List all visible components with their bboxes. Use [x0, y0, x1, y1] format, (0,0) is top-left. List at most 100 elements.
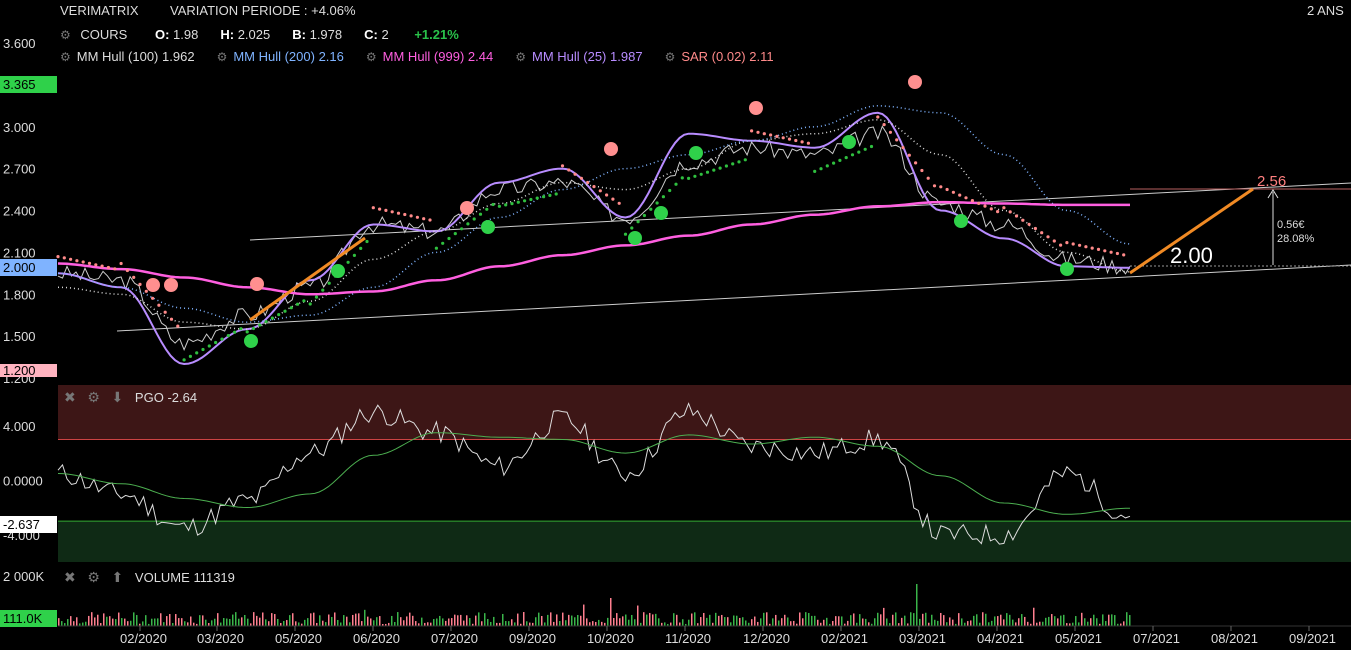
gear-icon[interactable]: ⚙ — [87, 389, 100, 405]
gear-icon[interactable]: ⚙ — [60, 28, 71, 42]
volume-bar — [1060, 615, 1062, 626]
sar-dot — [542, 195, 546, 199]
indicator-item[interactable]: ⚙ MM Hull (25) 1.987 — [515, 49, 642, 64]
x-tick-label: 11/2020 — [665, 631, 711, 646]
volume-bar — [373, 620, 375, 626]
arrow-down-icon[interactable]: ⬇ — [111, 389, 124, 405]
volume-bar — [367, 616, 369, 626]
volume-bar — [838, 616, 840, 626]
volume-bar — [751, 619, 753, 626]
sar-dot — [308, 302, 312, 306]
volume-bar — [643, 612, 645, 626]
volume-bar — [493, 616, 495, 626]
volume-bar — [628, 619, 630, 626]
volume-bar — [331, 616, 333, 626]
sar-dot — [1052, 239, 1056, 243]
volume-bar — [1048, 616, 1050, 626]
gear-icon[interactable]: ⚙ — [664, 50, 676, 64]
sar-dot — [926, 176, 930, 180]
sar-dot — [623, 232, 628, 236]
volume-bar — [157, 618, 159, 626]
volume-bar — [286, 620, 288, 626]
ohlc-item: O: 1.98 — [155, 27, 198, 42]
volume-bar — [271, 613, 273, 626]
sar-dot — [869, 144, 874, 149]
sar-dot — [346, 260, 350, 264]
volume-bar — [808, 613, 810, 626]
volume-bar — [301, 623, 303, 626]
volume-bar — [769, 623, 771, 626]
volume-bar — [166, 616, 168, 626]
sar-dot — [251, 326, 256, 331]
sar-dot — [409, 214, 413, 218]
price-last-tag: 2.000 — [0, 259, 57, 276]
volume-bar — [277, 618, 279, 626]
pgo-label: PGO — [134, 390, 164, 405]
gear-icon[interactable]: ⚙ — [216, 50, 228, 64]
gear-icon[interactable]: ⚙ — [87, 569, 100, 585]
sar-dot — [781, 136, 785, 140]
volume-bar — [868, 622, 870, 626]
arrow-up-icon[interactable]: ⬆ — [111, 569, 124, 585]
volume-bar — [457, 615, 459, 626]
period-button[interactable]: 2 ANS — [1307, 3, 1344, 18]
volume-bar — [181, 618, 183, 626]
volume-bar — [199, 615, 201, 626]
volume-bar — [412, 615, 414, 626]
indicator-item[interactable]: ⚙ MM Hull (999) 2.44 — [366, 49, 493, 64]
volume-bar — [964, 622, 966, 626]
gear-icon[interactable]: ⚙ — [515, 50, 526, 64]
sar-dot — [62, 256, 66, 260]
volume-bar — [724, 617, 726, 626]
sar-dot — [106, 265, 110, 270]
sar-dot — [787, 137, 792, 141]
sar-dot — [132, 275, 136, 279]
pgo-overbought-zone — [58, 385, 1351, 440]
volume-bar — [766, 612, 768, 626]
gear-icon[interactable]: ⚙ — [60, 50, 71, 64]
volume-bar — [550, 612, 552, 626]
x-tick-label: 09/2020 — [509, 631, 556, 646]
volume-bar — [826, 617, 828, 626]
close-icon[interactable]: ✖ — [64, 389, 76, 405]
indicator-item[interactable]: ⚙ MM Hull (200) 2.16 — [217, 49, 344, 64]
sar-dot — [441, 241, 445, 245]
sar-dot — [169, 317, 174, 321]
sar-dot — [516, 200, 520, 204]
signal-dot — [908, 75, 922, 89]
volume-bar — [1000, 614, 1002, 626]
volume-bar — [952, 619, 954, 626]
volume-bar — [562, 612, 564, 626]
volume-bar — [445, 620, 447, 626]
x-tick-label: 08/2021 — [1211, 631, 1258, 646]
sar-dot — [277, 313, 281, 317]
volume-bar — [1090, 618, 1092, 626]
sar-dot — [1122, 253, 1126, 257]
buy-signal-icon — [331, 264, 345, 278]
volume-bar — [1045, 617, 1047, 626]
sar-dot — [302, 299, 306, 303]
volume-bar — [145, 615, 147, 626]
volume-bar — [661, 622, 663, 626]
volume-bar — [988, 622, 990, 626]
volume-bar — [502, 613, 504, 626]
volume-bar — [664, 622, 666, 626]
volume-bar — [103, 613, 105, 626]
signal-dot — [842, 135, 856, 149]
volume-bar — [187, 622, 189, 626]
volume-bar — [112, 618, 114, 626]
volume-bar — [943, 615, 945, 626]
volume-label: VOLUME — [134, 570, 190, 585]
indicator-item[interactable]: ⚙ MM Hull (100) 1.962 — [60, 49, 195, 64]
volume-bar — [283, 620, 285, 626]
sar-dot — [737, 160, 741, 164]
indicator-label: SAR (0.02) — [681, 49, 746, 64]
indicator-value: 2.11 — [749, 49, 774, 64]
volume-bar — [124, 618, 126, 626]
gear-icon[interactable]: ⚙ — [365, 50, 377, 64]
sell-signal-icon — [460, 201, 474, 215]
close-icon[interactable]: ✖ — [64, 569, 76, 585]
volume-bar — [997, 616, 999, 626]
volume-bar — [565, 620, 567, 626]
indicator-item[interactable]: ⚙ SAR (0.02) 2.11 — [665, 49, 774, 64]
